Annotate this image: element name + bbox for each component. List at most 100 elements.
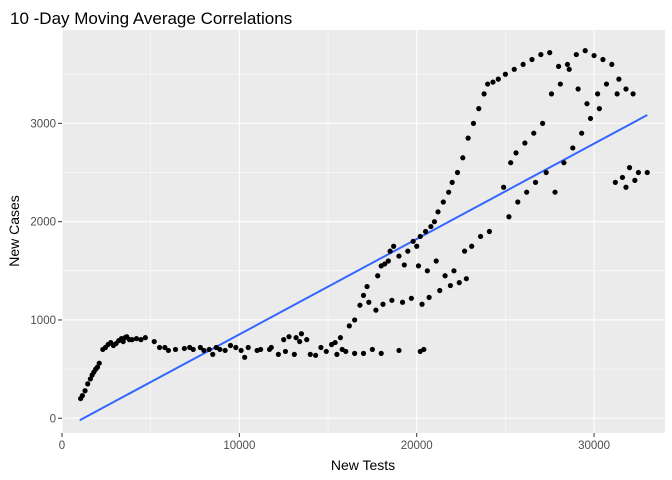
- data-point: [570, 145, 576, 151]
- data-point: [414, 243, 420, 249]
- data-point: [391, 243, 397, 249]
- data-point: [346, 323, 352, 329]
- data-point: [532, 179, 539, 185]
- data-point: [520, 61, 526, 68]
- data-point: [465, 135, 471, 141]
- x-axis: 0 10000 20000 30000: [59, 433, 610, 452]
- data-point: [245, 344, 251, 351]
- data-point: [293, 335, 299, 341]
- data-point: [557, 81, 563, 87]
- grid-major: [61, 30, 665, 433]
- data-point: [389, 297, 395, 303]
- data-point: [490, 79, 496, 85]
- data-point: [552, 189, 558, 195]
- data-point: [495, 76, 501, 82]
- data-point: [282, 348, 289, 355]
- data-point: [470, 120, 477, 126]
- data-point: [217, 346, 223, 353]
- y-axis-title: New Cases: [6, 195, 22, 267]
- data-point: [623, 184, 629, 190]
- data-point: [210, 351, 216, 357]
- data-point: [242, 354, 248, 360]
- data-point: [304, 337, 310, 343]
- data-point: [587, 115, 594, 122]
- data-point: [579, 130, 585, 136]
- data-point: [447, 282, 454, 289]
- data-point: [82, 388, 88, 394]
- data-point: [566, 66, 572, 72]
- data-point: [190, 346, 196, 353]
- data-point: [513, 150, 519, 156]
- y-tick-label: 0: [50, 413, 56, 425]
- data-point: [94, 364, 101, 370]
- data-point: [291, 351, 297, 357]
- data-point: [156, 344, 163, 351]
- data-point: [508, 160, 514, 166]
- data-point: [410, 238, 416, 244]
- data-point: [385, 258, 391, 264]
- data-point: [595, 91, 601, 97]
- data-point: [133, 336, 140, 342]
- data-point: [378, 350, 384, 356]
- data-point: [564, 61, 571, 68]
- data-point: [206, 346, 212, 353]
- data-point: [138, 337, 144, 343]
- data-point: [307, 351, 313, 357]
- data-point: [433, 258, 439, 264]
- data-point: [405, 248, 411, 254]
- data-point: [477, 233, 484, 240]
- data-point: [548, 91, 555, 97]
- data-point: [531, 130, 537, 136]
- data-point: [313, 352, 319, 358]
- data-point: [630, 91, 636, 97]
- grid-minor: [62, 30, 665, 433]
- data-point: [543, 169, 549, 176]
- chart-title: 10 -Day Moving Average Correlations: [10, 9, 292, 28]
- data-point: [142, 335, 148, 341]
- data-point: [417, 348, 423, 355]
- data-point: [120, 338, 126, 345]
- data-point: [437, 287, 443, 294]
- data-point: [584, 101, 590, 107]
- data-point: [79, 393, 85, 399]
- data-point: [435, 209, 441, 215]
- data-point: [401, 262, 407, 268]
- data-point: [451, 268, 457, 274]
- data-point: [387, 248, 393, 254]
- data-point: [364, 283, 370, 290]
- data-point: [460, 155, 466, 161]
- y-tick-label: 2000: [30, 217, 56, 229]
- data-point: [281, 337, 287, 343]
- data-point: [396, 253, 402, 259]
- data-point: [357, 302, 363, 308]
- data-point: [454, 169, 461, 176]
- data-point: [538, 51, 544, 58]
- data-point: [522, 140, 528, 146]
- data-point: [352, 350, 358, 356]
- y-tick-label: 3000: [30, 118, 56, 130]
- data-point: [547, 50, 553, 56]
- data-point: [85, 381, 91, 387]
- data-point: [286, 334, 292, 340]
- data-point: [373, 307, 379, 313]
- data-point: [380, 301, 386, 307]
- data-point: [334, 351, 340, 357]
- data-point: [449, 179, 455, 185]
- data-point: [151, 338, 157, 345]
- data-point: [382, 261, 388, 267]
- data-point: [515, 199, 521, 205]
- data-point: [502, 71, 508, 77]
- data-point: [399, 299, 406, 305]
- data-point: [461, 248, 468, 254]
- data-point: [440, 199, 446, 205]
- x-tick-label: 0: [59, 440, 65, 452]
- data-point: [352, 317, 358, 323]
- data-point: [456, 280, 462, 286]
- data-point: [360, 292, 367, 298]
- data-point: [332, 339, 338, 346]
- x-tick-label: 20000: [401, 440, 433, 452]
- data-point: [419, 301, 425, 307]
- data-point: [227, 342, 234, 349]
- data-point: [469, 243, 475, 249]
